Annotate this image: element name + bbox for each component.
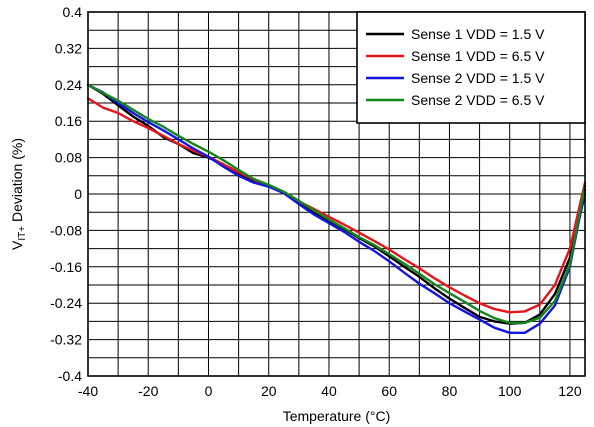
y-axis-label-main: V (9, 240, 25, 250)
series-line (86, 97, 587, 314)
legend: Sense 1 VDD = 1.5 V Sense 1 VDD = 6.5 V Se… (356, 11, 586, 124)
legend-label: Sense 1 VDD = 6.5 V (411, 48, 545, 64)
legend-box (356, 11, 586, 124)
y-tick-label: -0.24 (50, 295, 82, 311)
y-tick-label: -0.16 (50, 259, 82, 275)
x-axis-label: Temperature (°C) (283, 408, 391, 424)
y-axis-label-rest: Deviation (%) (9, 138, 25, 226)
x-tick-label: 60 (381, 383, 397, 399)
x-tick-label: 100 (498, 383, 522, 399)
y-tick-label: 0.4 (63, 4, 83, 20)
x-tick-label: -20 (138, 383, 158, 399)
x-tick-label: 120 (558, 383, 582, 399)
series-group (86, 83, 587, 334)
legend-label: Sense 2 VDD = 6.5 V (411, 92, 545, 108)
y-tick-label: 0.08 (55, 150, 82, 166)
legend-label: Sense 2 VDD = 1.5 V (411, 70, 545, 86)
y-tick-label: 0.24 (55, 77, 82, 93)
y-tick-label: -0.32 (50, 332, 82, 348)
series-line (86, 83, 587, 324)
y-tick-label: 0.16 (55, 113, 82, 129)
series-line (86, 83, 587, 334)
plot-frame (87, 11, 586, 377)
x-tick-label: 0 (205, 383, 213, 399)
legend-label: Sense 1 VDD = 1.5 V (411, 26, 545, 42)
y-tick-labels: 0.4 0.32 0.24 0.16 0.08 0 -0.08 -0.16 -0.24 -0.32… (50, 4, 82, 384)
x-tick-label: 20 (261, 383, 277, 399)
y-tick-label: 0.32 (55, 40, 82, 56)
y-tick-label: -0.4 (58, 368, 82, 384)
x-tick-label: -40 (78, 383, 98, 399)
y-axis-label: VIT+ Deviation (%) (9, 138, 28, 250)
x-tick-labels: -40 -20 0 20 40 60 80 100 120 (78, 383, 582, 399)
y-axis-label-subscript: IT+ (17, 226, 28, 241)
x-tick-label: 40 (321, 383, 337, 399)
x-tick-label: 80 (442, 383, 458, 399)
y-tick-label: 0 (74, 186, 82, 202)
y-tick-label: -0.08 (50, 222, 82, 238)
